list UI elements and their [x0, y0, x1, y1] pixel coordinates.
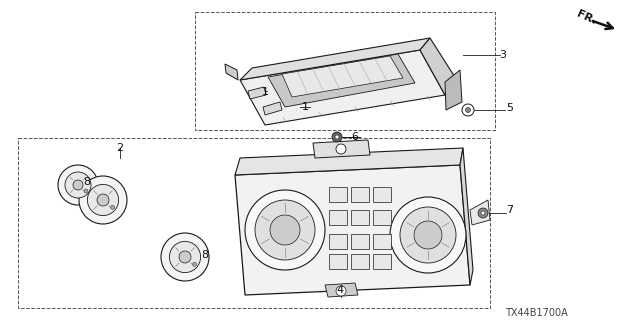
Polygon shape [445, 70, 462, 110]
Polygon shape [420, 38, 458, 95]
Bar [329, 210, 347, 225]
Circle shape [193, 262, 196, 266]
Bar [351, 187, 369, 202]
Circle shape [414, 221, 442, 249]
Bar [351, 254, 369, 269]
Bar [373, 210, 391, 225]
Polygon shape [225, 64, 238, 80]
Circle shape [336, 144, 346, 154]
Circle shape [400, 207, 456, 263]
Circle shape [111, 205, 115, 209]
Text: 2: 2 [116, 143, 124, 153]
Circle shape [255, 200, 315, 260]
Text: TX44B1700A: TX44B1700A [505, 308, 568, 318]
Text: 7: 7 [506, 205, 513, 215]
Circle shape [79, 176, 127, 224]
Bar [373, 187, 391, 202]
Circle shape [336, 286, 346, 296]
Circle shape [97, 194, 109, 206]
Bar [351, 234, 369, 249]
Circle shape [335, 135, 339, 139]
Text: 8: 8 [202, 250, 209, 260]
Circle shape [465, 108, 470, 113]
Text: 8: 8 [83, 177, 91, 187]
Polygon shape [460, 148, 473, 285]
Polygon shape [235, 165, 470, 295]
Circle shape [462, 104, 474, 116]
Circle shape [478, 208, 488, 218]
Text: 1: 1 [262, 87, 269, 97]
Circle shape [245, 190, 325, 270]
Bar [351, 210, 369, 225]
Polygon shape [268, 54, 415, 107]
Text: 1: 1 [301, 102, 308, 112]
Polygon shape [325, 283, 358, 297]
Circle shape [88, 184, 118, 216]
Circle shape [58, 165, 98, 205]
Text: 6: 6 [351, 132, 358, 142]
Text: 3: 3 [499, 50, 506, 60]
Polygon shape [282, 56, 403, 97]
Circle shape [170, 241, 200, 273]
Bar [329, 187, 347, 202]
Polygon shape [240, 38, 430, 80]
Polygon shape [240, 50, 445, 125]
Circle shape [84, 189, 88, 193]
Text: 4: 4 [337, 285, 344, 295]
Circle shape [270, 215, 300, 245]
Bar [329, 234, 347, 249]
Polygon shape [313, 140, 370, 158]
Polygon shape [470, 200, 490, 225]
Circle shape [390, 197, 466, 273]
Text: FR.: FR. [575, 9, 598, 27]
Bar [373, 254, 391, 269]
Text: 5: 5 [506, 103, 513, 113]
Polygon shape [235, 148, 463, 175]
Bar [329, 254, 347, 269]
Circle shape [73, 180, 83, 190]
Polygon shape [263, 102, 282, 115]
Circle shape [179, 251, 191, 263]
Circle shape [161, 233, 209, 281]
Polygon shape [248, 87, 266, 99]
Circle shape [65, 172, 91, 198]
Circle shape [332, 132, 342, 142]
Circle shape [481, 211, 485, 215]
Bar [373, 234, 391, 249]
